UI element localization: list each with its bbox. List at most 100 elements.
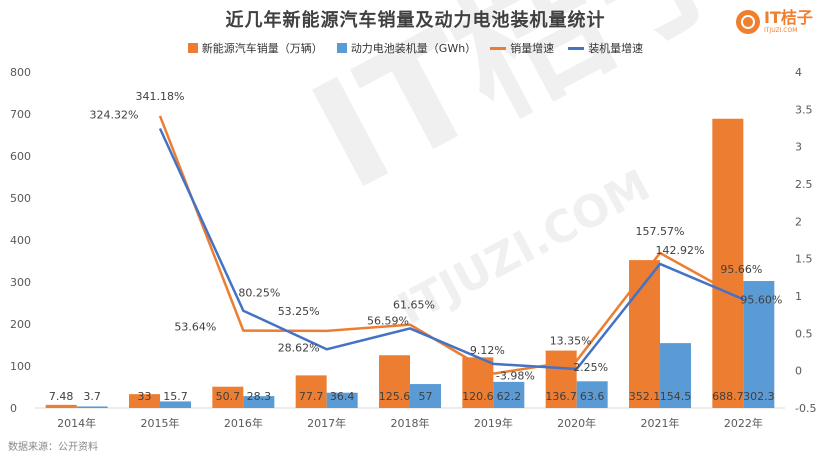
y-left-tick-label: 500 bbox=[10, 192, 31, 205]
line-battery-growth-label: 142.92% bbox=[656, 244, 705, 257]
legend-item-battery-growth: 装机量增速 bbox=[568, 40, 643, 56]
line-sales-growth-label: 13.35% bbox=[550, 335, 592, 348]
line-battery-growth-label: 9.12% bbox=[470, 344, 505, 357]
bar-sales bbox=[295, 375, 327, 408]
brand-logo: IT桔子 ITJUZI.COM bbox=[736, 10, 813, 34]
bar-sales-label: 136.7 bbox=[545, 390, 577, 403]
y-right-tick-label: 3.5 bbox=[795, 103, 813, 116]
bar-battery-label: 57 bbox=[419, 390, 433, 403]
line-battery-growth-label: 80.25% bbox=[238, 287, 280, 300]
x-tick-label: 2019年 bbox=[474, 416, 513, 430]
bar-battery-label: 28.3 bbox=[247, 390, 272, 403]
line-battery-growth-label: 2.25% bbox=[573, 361, 608, 374]
y-left-tick-label: 400 bbox=[10, 234, 31, 247]
bar-sales bbox=[379, 355, 410, 408]
bar-battery bbox=[160, 401, 191, 408]
y-right-tick-label: 4 bbox=[795, 66, 802, 79]
legend-item-sales: 新能源汽车销量（万辆） bbox=[187, 40, 323, 56]
x-tick-label: 2017年 bbox=[307, 416, 346, 430]
y-left-tick-label: 700 bbox=[10, 108, 31, 121]
bar-battery-label: 15.7 bbox=[163, 390, 188, 403]
y-right-tick-label: 2 bbox=[795, 215, 802, 228]
legend-item-battery: 动力电池装机量（GWh） bbox=[336, 40, 477, 56]
bar-battery-label: 63.6 bbox=[580, 390, 605, 403]
line-battery-growth-label: 324.32% bbox=[90, 109, 139, 122]
bar-sales bbox=[45, 404, 77, 408]
line-sales-growth-label: 95.66% bbox=[720, 263, 762, 276]
x-tick-label: 2022年 bbox=[724, 416, 763, 430]
y-right-tick-label: 1.5 bbox=[795, 253, 813, 266]
x-tick-label: 2020年 bbox=[557, 416, 596, 430]
bar-sales-label: 33 bbox=[138, 390, 152, 403]
y-left-tick-label: 100 bbox=[10, 360, 31, 373]
bar-sales-label: 688.7 bbox=[712, 390, 744, 403]
bar-sales bbox=[712, 118, 744, 408]
line-sales-growth-label: 61.65% bbox=[393, 299, 435, 312]
legend-label-battery: 动力电池装机量（GWh） bbox=[350, 42, 477, 55]
bar-sales-label: 77.7 bbox=[299, 390, 324, 403]
bar-sales-label: 50.7 bbox=[216, 390, 241, 403]
y-left-tick-label: 300 bbox=[10, 276, 31, 289]
y-left-tick-label: 200 bbox=[10, 318, 31, 331]
bar-battery bbox=[410, 384, 441, 408]
x-tick-label: 2021年 bbox=[641, 416, 680, 430]
legend-swatch-sales bbox=[187, 43, 198, 53]
bar-battery bbox=[76, 406, 108, 408]
x-tick-label: 2014年 bbox=[57, 416, 96, 430]
y-right-tick-label: -0.5 bbox=[795, 402, 816, 415]
bar-sales bbox=[212, 386, 244, 408]
line-sales-growth-label: 53.25% bbox=[278, 305, 320, 318]
bar-sales-label: 125.6 bbox=[379, 390, 411, 403]
y-right-tick-label: 0 bbox=[795, 365, 802, 378]
bar-battery-label: 36.4 bbox=[330, 390, 355, 403]
line-battery-growth bbox=[158, 127, 744, 371]
bar-battery bbox=[326, 392, 358, 408]
legend-swatch-battery-growth bbox=[568, 46, 585, 50]
y-left-tick-label: 800 bbox=[10, 66, 31, 79]
y-right-tick-label: 1 bbox=[795, 290, 802, 303]
legend-swatch-battery bbox=[336, 43, 347, 53]
orange-logo-icon bbox=[736, 10, 760, 34]
legend-label-sales-growth: 销量增速 bbox=[510, 42, 555, 55]
bar-sales bbox=[129, 394, 160, 408]
chart-title: 近几年新能源汽车销量及动力电池装机量统计 bbox=[225, 10, 606, 31]
line-sales-growth-label: 53.64% bbox=[174, 321, 216, 334]
line-sales-growth-label: -3.98% bbox=[496, 370, 535, 383]
bar-battery bbox=[660, 343, 691, 408]
bar-battery bbox=[743, 281, 775, 408]
x-tick-label: 2015年 bbox=[141, 416, 180, 430]
y-left-tick-label: 600 bbox=[10, 150, 31, 163]
data-source-note: 数据来源：公开资料 bbox=[8, 442, 98, 453]
bar-battery-label: 3.7 bbox=[83, 390, 101, 403]
y-left-tick-label: 0 bbox=[10, 402, 17, 415]
line-sales-growth-label: 157.57% bbox=[636, 225, 685, 238]
bar-sales-label: 7.48 bbox=[49, 390, 74, 403]
bar-sales-label: 352.1 bbox=[629, 390, 661, 403]
bar-battery-label: 302.3 bbox=[743, 390, 775, 403]
bar-sales bbox=[545, 350, 577, 408]
bar-battery-label: 154.5 bbox=[660, 390, 692, 403]
bar-sales-label: 120.6 bbox=[462, 390, 494, 403]
logo-name: IT桔子 bbox=[764, 8, 813, 27]
legend-swatch-sales-growth bbox=[490, 46, 507, 50]
y-right-tick-label: 0.5 bbox=[795, 327, 813, 340]
x-tick-label: 2016年 bbox=[224, 416, 263, 430]
legend-label-battery-growth: 装机量增速 bbox=[588, 42, 644, 55]
line-sales-growth-label: 341.18% bbox=[136, 90, 185, 103]
bar-battery bbox=[493, 381, 525, 408]
x-tick-label: 2018年 bbox=[391, 416, 430, 430]
line-battery-growth-label: 56.59% bbox=[367, 314, 409, 327]
legend-label-sales: 新能源汽车销量（万辆） bbox=[201, 42, 323, 55]
y-right-tick-label: 2.5 bbox=[795, 178, 813, 191]
line-battery-growth-label: 28.62% bbox=[278, 341, 320, 354]
line-battery-growth-label: 95.60% bbox=[740, 293, 782, 306]
bar-battery bbox=[243, 396, 275, 408]
y-right-tick-label: 3 bbox=[795, 141, 802, 154]
logo-domain: ITJUZI.COM bbox=[764, 27, 798, 34]
legend-item-sales-growth: 销量增速 bbox=[490, 40, 554, 56]
chart-legend: 新能源汽车销量（万辆） 动力电池装机量（GWh） 销量增速 装机量增速 bbox=[0, 40, 831, 56]
bar-battery bbox=[576, 381, 608, 408]
bar-battery-label: 62.2 bbox=[497, 390, 522, 403]
